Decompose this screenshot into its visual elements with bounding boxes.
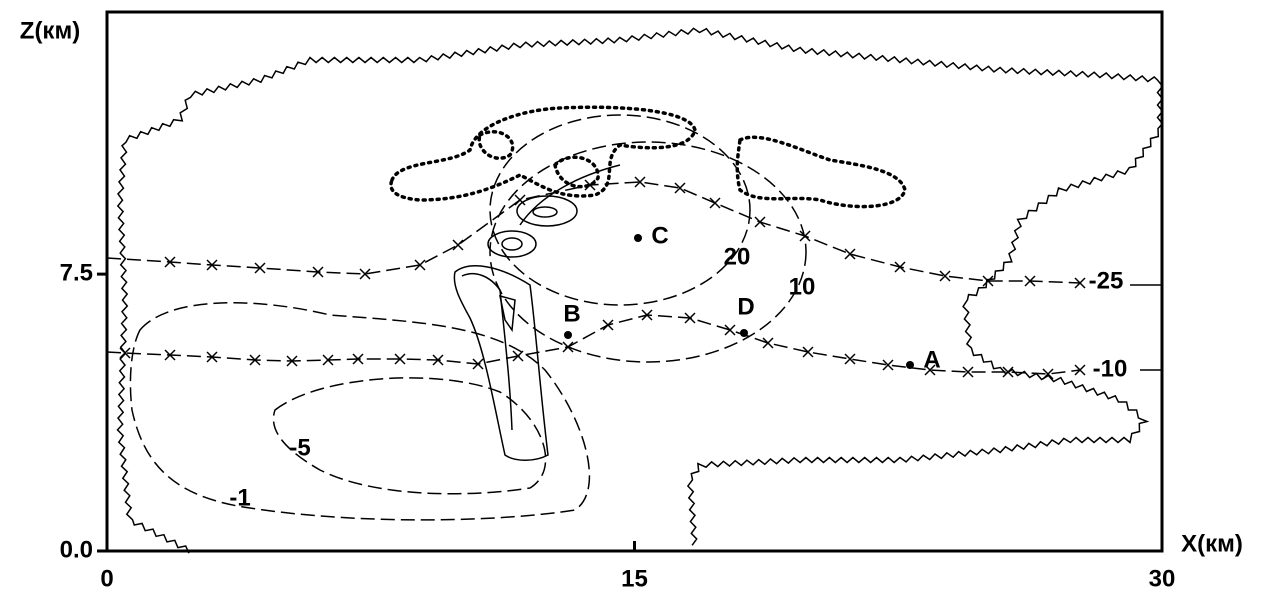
marker [754, 216, 766, 228]
updraft [499, 294, 516, 333]
marker [634, 176, 646, 188]
y-axis-label: Z(км) [20, 17, 80, 44]
marker [359, 268, 371, 280]
isotherm [106, 181, 1081, 284]
updraft [487, 230, 537, 258]
marker [1074, 277, 1086, 289]
y-tick-label: 0.0 [60, 536, 93, 563]
marker [514, 194, 526, 206]
marker [164, 256, 176, 268]
point [740, 329, 748, 337]
marker [562, 341, 574, 353]
x-tick-label: 15 [621, 565, 648, 592]
marker [206, 259, 218, 271]
contour-label: -25 [1089, 267, 1124, 294]
marker [512, 350, 524, 362]
point-label: B [563, 300, 580, 327]
marker [584, 179, 596, 191]
marker [352, 353, 364, 365]
x-tick-label: 0 [100, 565, 113, 592]
marker [762, 337, 774, 349]
isotherm [106, 314, 1081, 375]
marker [322, 354, 334, 366]
marker [894, 261, 906, 273]
contours [106, 27, 1164, 554]
marker [844, 248, 856, 260]
marker [684, 312, 696, 324]
marker [414, 259, 426, 271]
marker [962, 366, 974, 378]
marker [799, 230, 811, 242]
marker [206, 351, 218, 363]
point [906, 361, 914, 369]
updraft [501, 237, 523, 251]
marker [982, 275, 994, 287]
marker [1024, 275, 1036, 287]
contour [489, 141, 807, 363]
marker [939, 270, 951, 282]
marker [802, 346, 814, 358]
contour-label: -10 [1093, 355, 1128, 382]
marker [432, 354, 444, 366]
hail-region [389, 105, 697, 202]
marker [924, 364, 936, 376]
point-label: A [923, 346, 940, 373]
updraft [519, 164, 621, 226]
point-label: C [651, 222, 668, 249]
marker [724, 324, 736, 336]
marker [394, 353, 406, 365]
x-tick-label: 30 [1149, 565, 1176, 592]
updraft [516, 195, 578, 227]
marker [1042, 368, 1054, 380]
contour-label: 20 [724, 243, 751, 270]
contour [272, 377, 547, 495]
marker [602, 319, 614, 331]
updraft [532, 206, 558, 218]
marker [249, 354, 261, 366]
hail-region [735, 135, 907, 209]
marker [286, 355, 298, 367]
marker [882, 359, 894, 371]
marker [312, 266, 324, 278]
marker [1002, 366, 1014, 378]
cloud-boundary [116, 27, 1164, 554]
hail-region [477, 130, 515, 160]
marker [472, 358, 484, 370]
hail-region [553, 155, 600, 189]
marker [164, 349, 176, 361]
updraft [453, 265, 549, 461]
x-axis-label: X(км) [1181, 530, 1243, 557]
point [634, 234, 642, 242]
contour [489, 114, 751, 306]
marker [119, 347, 131, 359]
marker [1074, 364, 1086, 376]
marker [709, 197, 721, 209]
contour-label: -1 [229, 484, 250, 511]
point-label: D [737, 293, 754, 320]
point [564, 331, 572, 339]
contour-label: 10 [789, 273, 816, 300]
marker [674, 182, 686, 194]
marker [844, 353, 856, 365]
contour-label: -5 [289, 434, 310, 461]
plot-frame [105, 10, 1164, 553]
marker [641, 309, 653, 321]
y-tick-label: 7.5 [60, 259, 93, 286]
marker [452, 239, 464, 251]
contour [129, 302, 591, 521]
marker [254, 262, 266, 274]
